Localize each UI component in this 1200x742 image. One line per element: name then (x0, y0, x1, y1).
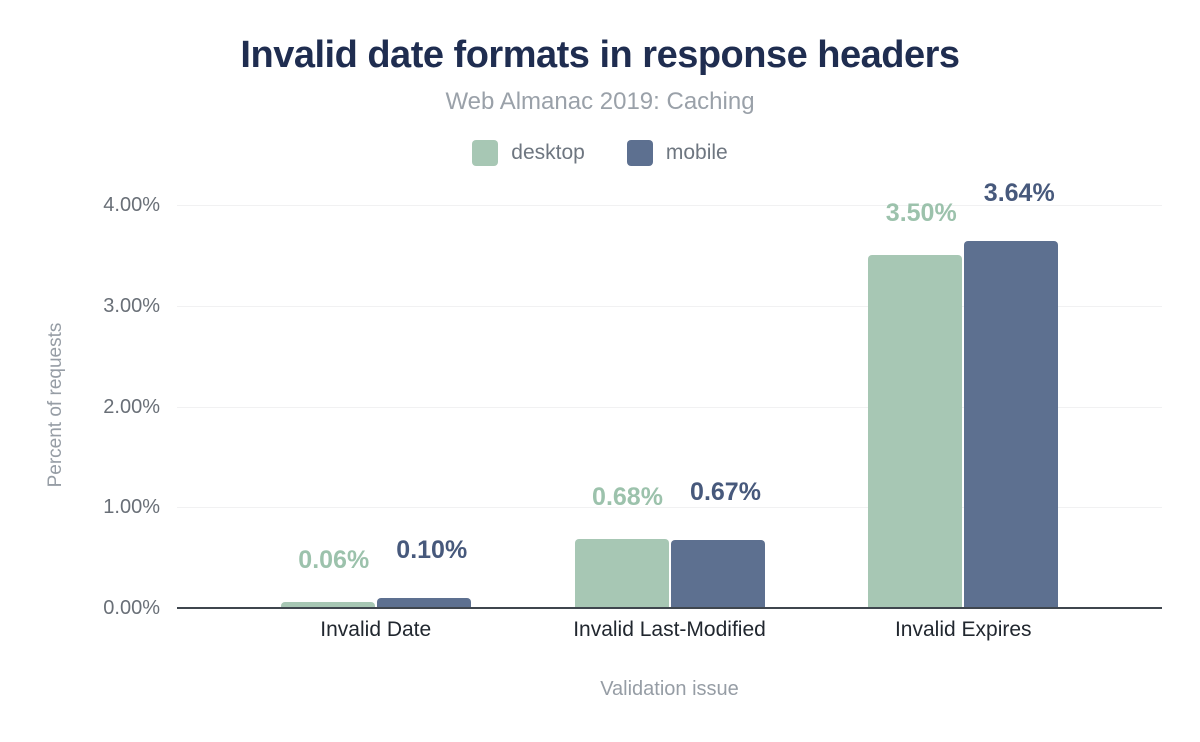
x-tick-cell-2: Invalid Last-Modified (573, 618, 766, 642)
bar-mobile-3: 3.64% (964, 181, 1059, 608)
bar-value-label-desktop: 3.50% (885, 199, 957, 227)
bar-desktop-1: 0.06% (280, 548, 375, 608)
gridline (177, 406, 1162, 408)
bar-desktop-2: 0.68% (574, 485, 669, 608)
y-tick-label: 2.00% (103, 395, 160, 418)
legend-label: desktop (511, 141, 585, 164)
legend-swatch-desktop-icon (472, 140, 499, 166)
y-tick-label: 0.00% (103, 597, 160, 619)
chart-legend: desktop mobile (0, 140, 1200, 166)
chart-subtitle: Web Almanac 2019: Caching (445, 88, 755, 115)
gridline (177, 205, 1162, 206)
x-tick-cell-1: Invalid Date (281, 618, 471, 642)
x-axis-ticks: Invalid Date Invalid Last-Modified Invalid… (177, 618, 1162, 642)
x-tick-label: Invalid Expires (894, 618, 1032, 641)
y-tick-label: 3.00% (103, 294, 160, 317)
legend-item-mobile: mobile (626, 140, 728, 166)
legend-item-desktop: desktop (472, 140, 585, 166)
x-tick-cell-3: Invalid Expires (868, 618, 1058, 642)
gridline (177, 305, 1162, 307)
y-tick-label: 1.00% (103, 496, 160, 519)
legend-label: mobile (665, 141, 728, 164)
x-tick-label: Invalid Date (320, 618, 432, 641)
chart-title: Invalid date formats in response headers (240, 34, 960, 76)
x-tick-label: Invalid Last-Modified (573, 618, 766, 641)
bar-mobile-1: 0.10% (376, 538, 471, 608)
gridline (177, 507, 1162, 509)
bar-value-label-mobile: 3.64% (983, 179, 1055, 207)
x-axis-title: Validation issue (600, 678, 739, 700)
bars-layer: 0.06% 0.10% 0.68% 0.67% 3.50% 3.64% (177, 181, 1162, 608)
bar-group-2: 0.68% 0.67% (574, 480, 765, 608)
bar-value-label-mobile: 0.10% (396, 536, 468, 564)
bar-desktop-3: 3.50% (868, 201, 963, 608)
legend-swatch-mobile-icon (626, 140, 653, 166)
bar-value-label-desktop: 0.68% (592, 483, 663, 511)
bar-group-3: 3.50% 3.64% (868, 181, 1059, 608)
bar-mobile-2: 0.67% (670, 480, 765, 608)
x-axis-baseline (177, 607, 1162, 609)
y-axis-title: Percent of requests (45, 322, 66, 488)
bar-value-label-mobile: 0.67% (690, 478, 761, 506)
y-tick-label: 4.00% (103, 194, 160, 216)
bar-value-label-desktop: 0.06% (298, 546, 370, 574)
bar-group-1: 0.06% 0.10% (280, 538, 471, 608)
